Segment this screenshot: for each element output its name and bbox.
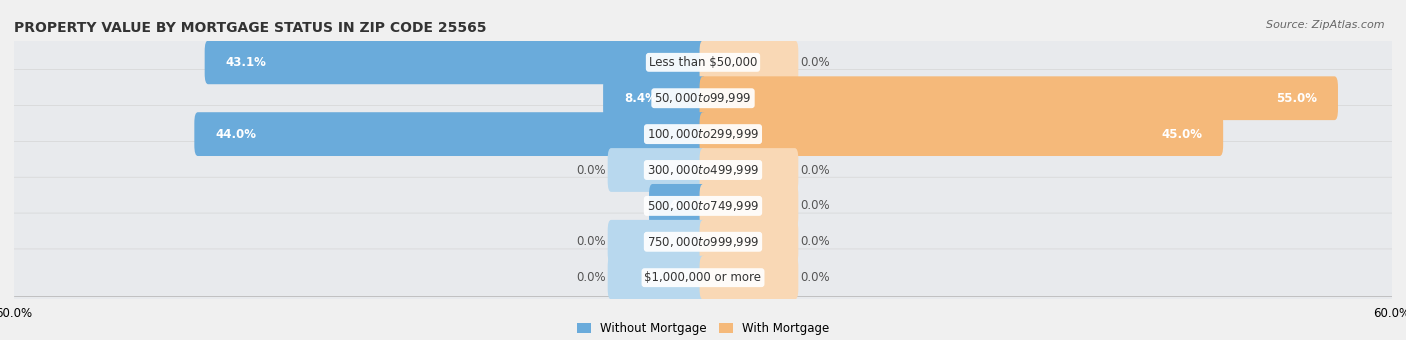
Text: Less than $50,000: Less than $50,000: [648, 56, 758, 69]
FancyBboxPatch shape: [607, 220, 706, 264]
FancyBboxPatch shape: [0, 69, 1406, 127]
FancyBboxPatch shape: [700, 256, 799, 300]
Text: $1,000,000 or more: $1,000,000 or more: [644, 271, 762, 284]
FancyBboxPatch shape: [700, 112, 1223, 156]
FancyBboxPatch shape: [0, 141, 1406, 199]
Text: PROPERTY VALUE BY MORTGAGE STATUS IN ZIP CODE 25565: PROPERTY VALUE BY MORTGAGE STATUS IN ZIP…: [14, 21, 486, 35]
Text: 0.0%: 0.0%: [576, 164, 606, 176]
FancyBboxPatch shape: [0, 105, 1406, 163]
Legend: Without Mortgage, With Mortgage: Without Mortgage, With Mortgage: [572, 317, 834, 340]
Text: 0.0%: 0.0%: [800, 271, 830, 284]
FancyBboxPatch shape: [0, 249, 1406, 306]
Text: Source: ZipAtlas.com: Source: ZipAtlas.com: [1267, 20, 1385, 30]
FancyBboxPatch shape: [0, 34, 1406, 91]
FancyBboxPatch shape: [700, 76, 1339, 120]
Text: 0.0%: 0.0%: [576, 235, 606, 248]
Text: $100,000 to $299,999: $100,000 to $299,999: [647, 127, 759, 141]
Text: 0.0%: 0.0%: [800, 235, 830, 248]
Text: 4.4%: 4.4%: [669, 199, 703, 212]
Text: 45.0%: 45.0%: [1161, 128, 1202, 141]
Text: 43.1%: 43.1%: [225, 56, 266, 69]
FancyBboxPatch shape: [700, 40, 799, 84]
Text: 0.0%: 0.0%: [800, 56, 830, 69]
Text: $300,000 to $499,999: $300,000 to $499,999: [647, 163, 759, 177]
Text: 0.0%: 0.0%: [576, 271, 606, 284]
FancyBboxPatch shape: [0, 177, 1406, 235]
Text: $50,000 to $99,999: $50,000 to $99,999: [654, 91, 752, 105]
FancyBboxPatch shape: [700, 184, 799, 228]
FancyBboxPatch shape: [0, 213, 1406, 271]
FancyBboxPatch shape: [650, 184, 706, 228]
Text: $750,000 to $999,999: $750,000 to $999,999: [647, 235, 759, 249]
Text: 44.0%: 44.0%: [215, 128, 256, 141]
FancyBboxPatch shape: [607, 148, 706, 192]
FancyBboxPatch shape: [194, 112, 706, 156]
Text: 0.0%: 0.0%: [800, 199, 830, 212]
FancyBboxPatch shape: [607, 256, 706, 300]
Text: 0.0%: 0.0%: [800, 164, 830, 176]
FancyBboxPatch shape: [700, 148, 799, 192]
FancyBboxPatch shape: [205, 40, 706, 84]
FancyBboxPatch shape: [700, 220, 799, 264]
FancyBboxPatch shape: [603, 76, 706, 120]
Text: $500,000 to $749,999: $500,000 to $749,999: [647, 199, 759, 213]
Text: 55.0%: 55.0%: [1277, 92, 1317, 105]
Text: 8.4%: 8.4%: [624, 92, 657, 105]
